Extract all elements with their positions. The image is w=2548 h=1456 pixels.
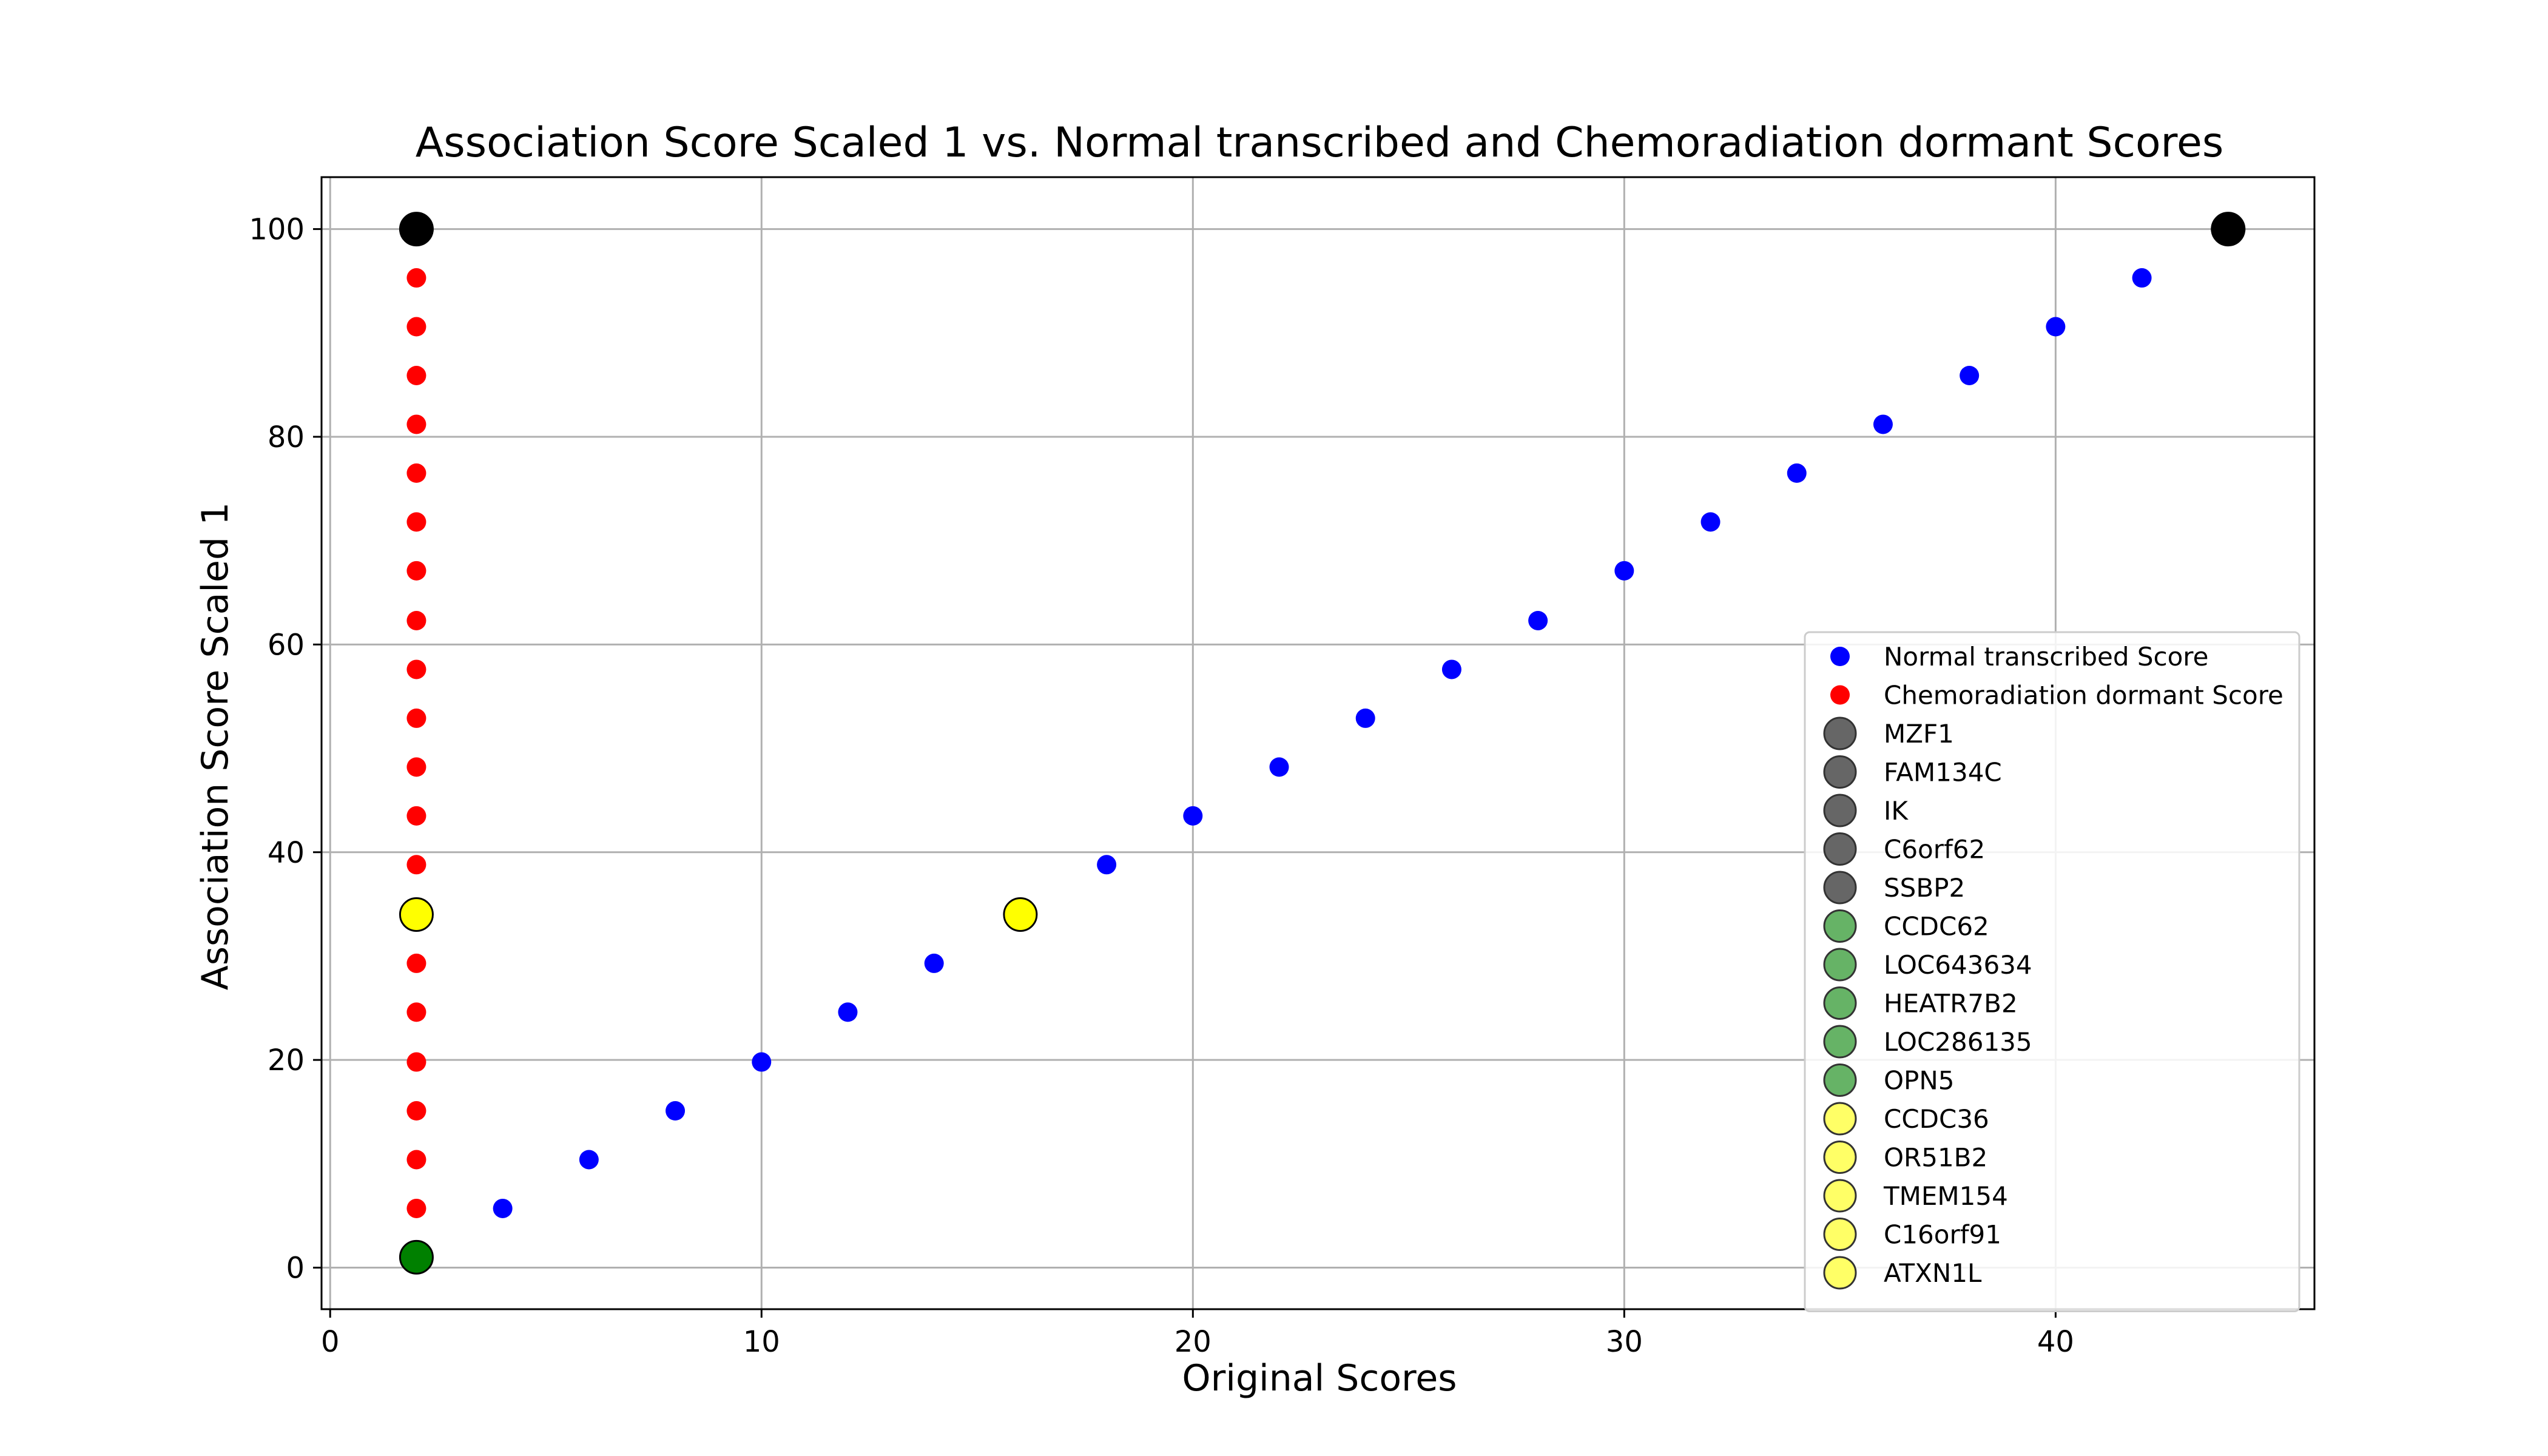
legend-marker: [1823, 1256, 1857, 1290]
legend-label: OR51B2: [1884, 1143, 1987, 1173]
chemoradiation-dormant-score-point: [406, 414, 426, 434]
legend-marker: [1830, 685, 1850, 705]
legend-marker: [1823, 1063, 1857, 1097]
legend-label: LOC643634: [1884, 950, 2032, 980]
legend-marker: [1823, 1102, 1857, 1136]
chart-title: Association Score Scaled 1 vs. Normal tr…: [416, 119, 2224, 167]
chemoradiation-dormant-score-point: [406, 1052, 426, 1072]
normal-transcribed-score-point: [493, 1198, 513, 1218]
normal-transcribed-score-point: [1960, 365, 1980, 385]
legend-marker: [1823, 794, 1857, 827]
legend-label: LOC286135: [1884, 1027, 2032, 1057]
chemoradiation-dormant-score-point: [406, 512, 426, 532]
chemoradiation-dormant-score-point: [406, 1101, 426, 1121]
x-tick-label: 20: [1175, 1325, 1212, 1359]
chemoradiation-dormant-score-point: [406, 463, 426, 483]
legend-marker: [1823, 1179, 1857, 1213]
normal-transcribed-score-point: [1269, 757, 1289, 777]
x-axis-label: Original Scores: [1182, 1357, 1457, 1400]
legend-marker: [1823, 871, 1857, 905]
y-tick-label: 40: [268, 836, 305, 870]
chemoradiation-dormant-score-point: [406, 268, 426, 288]
y-tick-label: 100: [249, 213, 305, 247]
chemoradiation-dormant-score-point: [406, 1198, 426, 1218]
legend-label: Chemoradiation dormant Score: [1884, 681, 2283, 710]
y-tick-label: 80: [268, 420, 305, 454]
plot-frame: [320, 176, 2316, 1310]
highlighted-point: [1003, 897, 1038, 932]
x-tick-label: 30: [1606, 1325, 1643, 1359]
chemoradiation-dormant-score-point: [406, 1002, 426, 1022]
chemoradiation-dormant-score-point: [406, 659, 426, 679]
legend: Normal transcribed Score Chemoradiation d…: [1804, 631, 2300, 1312]
legend-marker: [1823, 1218, 1857, 1251]
chemoradiation-dormant-score-point: [406, 610, 426, 630]
highlighted-point: [399, 212, 434, 247]
legend-label: FAM134C: [1884, 758, 2002, 787]
legend-label: ATXN1L: [1884, 1258, 1982, 1288]
legend-label: SSBP2: [1884, 873, 1965, 903]
normal-transcribed-score-point: [1700, 512, 1721, 532]
legend-marker: [1823, 986, 1857, 1020]
normal-transcribed-score-point: [579, 1150, 599, 1170]
legend-label: TMEM154: [1883, 1181, 2008, 1211]
normal-transcribed-score-point: [1183, 806, 1203, 826]
normal-transcribed-score-point: [924, 953, 944, 973]
legend-marker: [1823, 1025, 1857, 1059]
chemoradiation-dormant-score-point: [406, 317, 426, 337]
normal-transcribed-score-point: [666, 1101, 686, 1121]
highlighted-point: [399, 1239, 434, 1275]
chemoradiation-dormant-score-point: [406, 561, 426, 581]
legend-label: C6orf62: [1884, 835, 1985, 864]
chemoradiation-dormant-score-point: [406, 806, 426, 826]
y-tick-label: 60: [268, 628, 305, 662]
normal-transcribed-score-point: [1528, 610, 1548, 630]
legend-label: CCDC36: [1884, 1104, 1989, 1134]
x-tick-label: 0: [321, 1325, 340, 1359]
legend-label: OPN5: [1884, 1066, 1955, 1096]
normal-transcribed-score-point: [1355, 708, 1375, 728]
normal-transcribed-score-point: [1614, 561, 1634, 581]
highlighted-point: [2211, 212, 2246, 247]
legend-marker: [1823, 755, 1857, 789]
legend-marker: [1823, 716, 1857, 750]
y-tick-label: 20: [268, 1043, 305, 1077]
axis-ticks: 0 10 20 30 40 0 20 40 60 80 100: [249, 213, 2074, 1359]
y-axis-label: Association Score Scaled 1: [194, 502, 237, 991]
normal-transcribed-score-point: [752, 1052, 772, 1072]
normal-transcribed-score-point: [2132, 268, 2152, 288]
highlighted-point: [399, 897, 434, 932]
legend-marker: [1823, 909, 1857, 943]
legend-marker: [1823, 1141, 1857, 1174]
data-points: [399, 212, 2246, 1275]
legend-marker: [1823, 832, 1857, 866]
normal-transcribed-score-point: [1787, 463, 1807, 483]
x-tick-label: 10: [743, 1325, 780, 1359]
chemoradiation-dormant-score-point: [406, 365, 426, 385]
normal-transcribed-score-point: [1097, 855, 1117, 875]
axes-frame: [320, 176, 2316, 1310]
legend-label: C16orf91: [1884, 1220, 2001, 1250]
chemoradiation-dormant-score-point: [406, 708, 426, 728]
legend-label: CCDC62: [1884, 912, 1989, 942]
x-tick-label: 40: [2037, 1325, 2074, 1359]
normal-transcribed-score-point: [2046, 317, 2066, 337]
legend-label: HEATR7B2: [1884, 989, 2018, 1019]
legend-box: [1804, 631, 2300, 1312]
normal-transcribed-score-point: [1873, 414, 1893, 434]
y-tick-label: 0: [286, 1252, 305, 1286]
chemoradiation-dormant-score-point: [406, 757, 426, 777]
legend-label: IK: [1884, 796, 1909, 826]
legend-marker: [1830, 647, 1850, 666]
legend-label: Normal transcribed Score: [1884, 642, 2208, 672]
chemoradiation-dormant-score-point: [406, 953, 426, 973]
legend-label: MZF1: [1884, 719, 1954, 749]
normal-transcribed-score-point: [1441, 659, 1461, 679]
chemoradiation-dormant-score-point: [406, 855, 426, 875]
legend-marker: [1823, 948, 1857, 982]
normal-transcribed-score-point: [838, 1002, 858, 1022]
chemoradiation-dormant-score-point: [406, 1150, 426, 1170]
